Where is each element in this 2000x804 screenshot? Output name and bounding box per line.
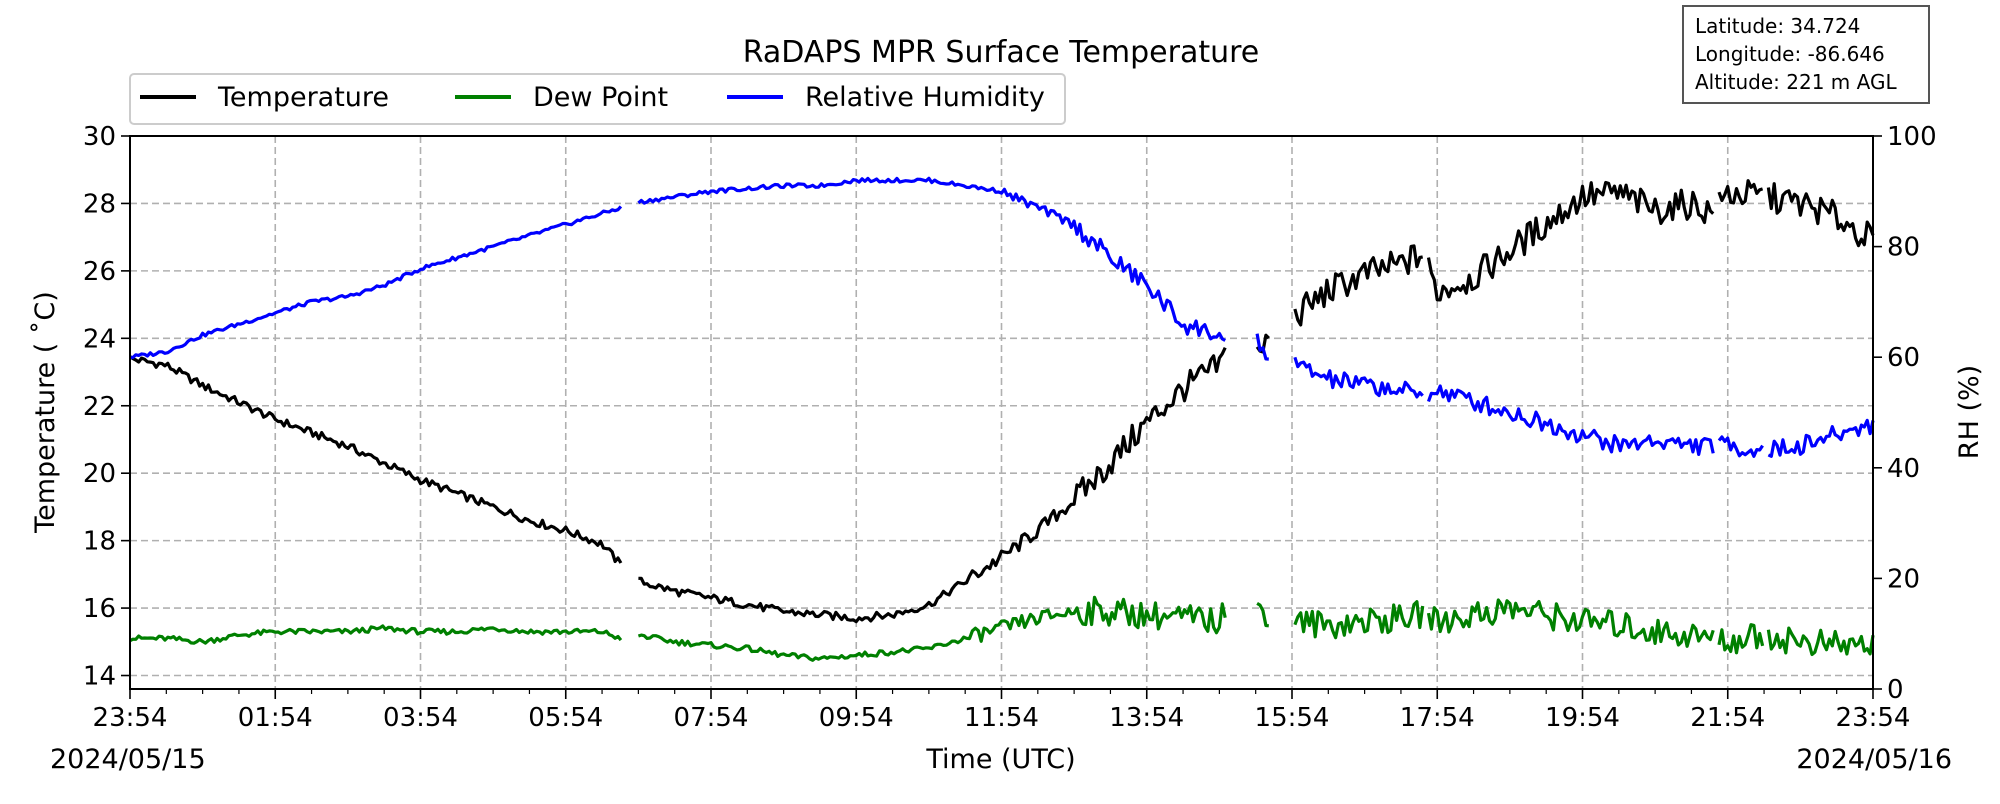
series-line-dew-point [1426, 598, 1715, 648]
y-tick-label: 24 [83, 324, 116, 354]
x-tick-label: 15:54 [1255, 703, 1330, 733]
y2-tick-label: 0 [1887, 675, 1904, 705]
left-axis: 14 16 18 20 22 24 26 28 30 [83, 122, 130, 692]
x-tick-label: 21:54 [1690, 703, 1765, 733]
legend-label-relative-humidity: Relative Humidity [805, 82, 1045, 113]
series-line-dew-point [1717, 623, 1765, 655]
y2-tick-label: 60 [1887, 343, 1920, 373]
series-line-relative-humidity [1255, 333, 1269, 361]
x-tick-label: 03:54 [383, 703, 458, 733]
series-line-relative-humidity [637, 176, 1226, 342]
series-line-dew-point [637, 595, 1227, 662]
y2-tick-label: 40 [1887, 454, 1920, 484]
y-tick-label: 30 [83, 122, 116, 152]
series-line-dew-point [129, 624, 623, 645]
series-layer [129, 176, 1875, 662]
series-line-temperature [638, 347, 1227, 624]
y-tick-label: 26 [83, 257, 116, 287]
series-line-dew-point [1256, 602, 1269, 628]
series-line-relative-humidity [1426, 384, 1715, 456]
series-line-dew-point [1766, 626, 1875, 657]
x-tick-label: 23:54 [1836, 703, 1911, 733]
x-axis-label: Time (UTC) [925, 744, 1075, 775]
legend-label-temperature: Temperature [217, 82, 389, 113]
x-tick-label: 01:54 [238, 703, 313, 733]
series-line-relative-humidity [1717, 435, 1764, 458]
x-tick-label: 11:54 [964, 703, 1039, 733]
y2-axis-label: RH (%) [1954, 365, 1985, 459]
y-tick-label: 16 [83, 594, 116, 624]
y-tick-label: 20 [83, 459, 116, 489]
x-tick-label: 17:54 [1400, 703, 1475, 733]
grid [129, 135, 1874, 689]
series-line-dew-point [1293, 600, 1425, 640]
info-latitude: Latitude: 34.724 [1695, 14, 1860, 38]
x-tick-label: 05:54 [528, 703, 603, 733]
x-tick-label: 23:54 [93, 703, 168, 733]
series-line-temperature [1717, 179, 1764, 206]
chart-title: RaDAPS MPR Surface Temperature [743, 35, 1260, 70]
y-tick-label: 14 [83, 662, 116, 692]
info-longitude: Longitude: -86.646 [1695, 42, 1885, 66]
info-box: Latitude: 34.724 Longitude: -86.646 Alti… [1682, 5, 1930, 104]
series-line-temperature [1293, 244, 1424, 327]
series-line-temperature [129, 355, 623, 564]
y2-tick-label: 20 [1887, 564, 1920, 594]
x-tick-label: 19:54 [1545, 703, 1620, 733]
y2-tick-label: 100 [1887, 122, 1937, 152]
y2-tick-label: 80 [1887, 233, 1920, 263]
x-tick-label: 09:54 [819, 703, 894, 733]
x-tick-label: 07:54 [674, 703, 749, 733]
x-tick-label: 13:54 [1109, 703, 1184, 733]
series-line-relative-humidity [1293, 356, 1424, 399]
date-end-label: 2024/05/16 [1796, 744, 1952, 775]
series-line-temperature [1766, 182, 1875, 248]
right-axis: 0 20 40 60 80 100 [1873, 122, 1937, 705]
series-line-relative-humidity [1767, 418, 1875, 458]
legend-frame [129, 73, 1066, 125]
bottom-axis: 23:54 01:54 03:54 05:54 07:54 09:54 11:54 13:54… [93, 689, 1911, 733]
date-start-label: 2024/05/15 [50, 744, 206, 775]
info-altitude: Altitude: 221 m AGL [1695, 70, 1897, 94]
y-tick-label: 22 [83, 392, 116, 422]
legend: Temperature Dew Point Relative Humidity [129, 73, 1066, 125]
legend-label-dew-point: Dew Point [533, 82, 668, 113]
info-box-frame [1682, 5, 1930, 104]
series-line-temperature [1426, 180, 1715, 302]
y-tick-label: 18 [83, 527, 116, 557]
y-axis-label: Temperature ( ˚C) [30, 291, 61, 534]
y-tick-label: 28 [83, 189, 116, 219]
series-line-relative-humidity [130, 205, 623, 360]
